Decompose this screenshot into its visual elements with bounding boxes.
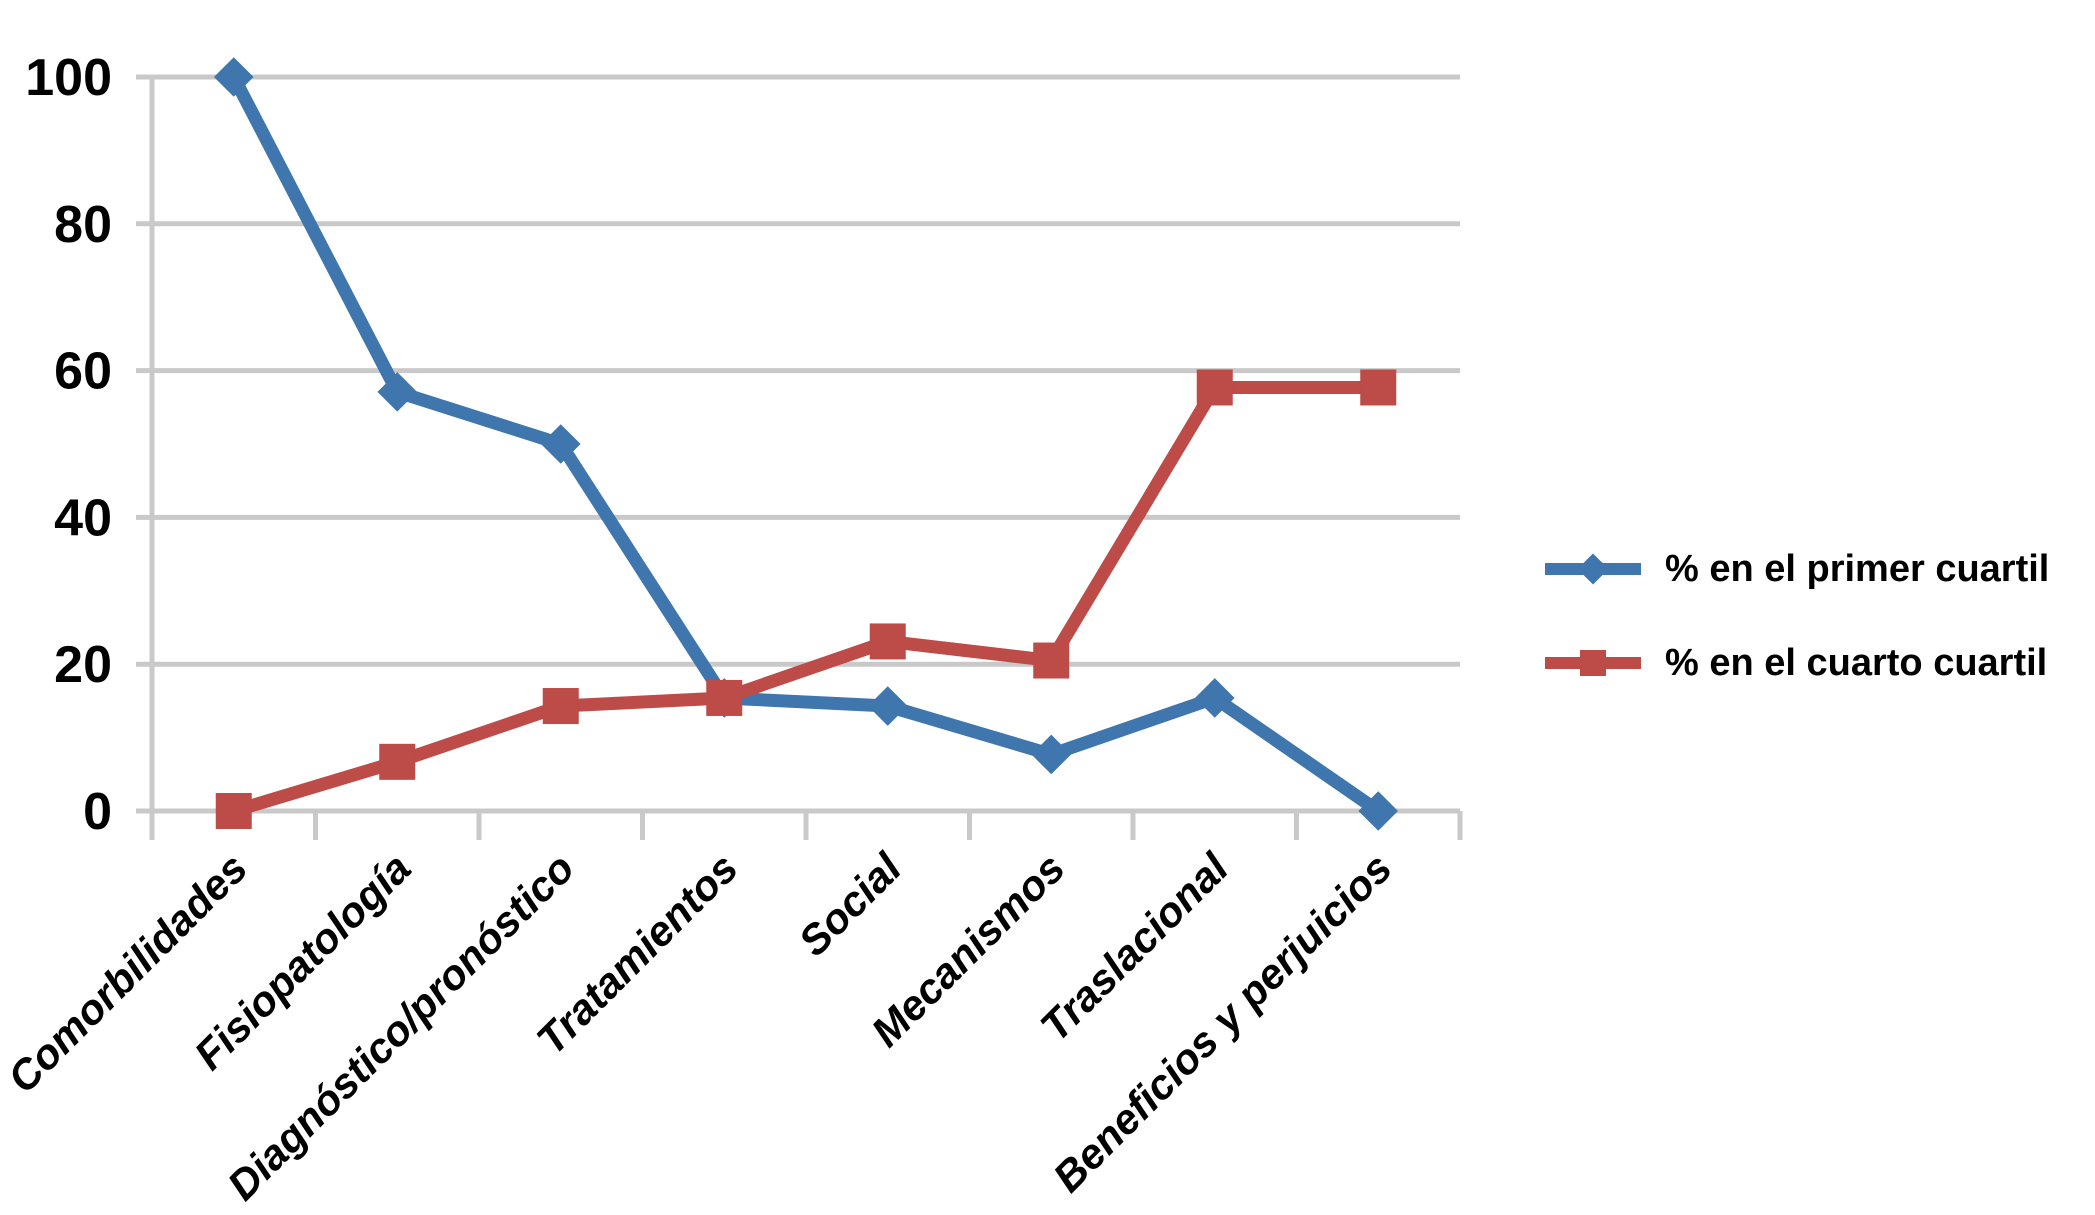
y-tick-label-100: 100 bbox=[25, 49, 112, 107]
marker-square-s1-c7 bbox=[1360, 369, 1397, 406]
legend-item-primer-cuartil: % en el primer cuartil bbox=[1545, 541, 2049, 597]
marker-square-s1-c1 bbox=[379, 743, 416, 780]
marker-diamond-s0-c6 bbox=[1194, 678, 1235, 718]
legend-marker-diamond bbox=[1577, 553, 1609, 585]
y-tick-label-40: 40 bbox=[54, 489, 112, 547]
marker-diamond-s0-c4 bbox=[867, 686, 908, 726]
x-axis-label-4: Social bbox=[789, 843, 911, 965]
marker-square-s1-c0 bbox=[215, 793, 252, 829]
legend-key-square-icon bbox=[1545, 650, 1641, 676]
marker-square-s1-c5 bbox=[1033, 642, 1070, 679]
series-line-1 bbox=[227, 380, 1385, 818]
marker-diamond-s0-c2 bbox=[540, 424, 581, 464]
x-axis-label-2: Diagnóstico/pronóstico bbox=[218, 844, 583, 1209]
y-tick-label-60: 60 bbox=[54, 343, 112, 401]
marker-square-s1-c6 bbox=[1196, 369, 1233, 406]
marker-square-s1-c2 bbox=[542, 688, 579, 725]
series-line-0 bbox=[227, 70, 1385, 818]
legend-marker-square bbox=[1580, 650, 1606, 676]
legend-item-cuarto-cuartil: % en el cuarto cuartil bbox=[1545, 635, 2049, 691]
legend-label-cuarto-cuartil: % en el cuarto cuartil bbox=[1665, 641, 2048, 684]
legend-key-diamond-icon bbox=[1545, 553, 1641, 585]
x-axis-label-7: Beneficios y perjuicios bbox=[1044, 844, 1401, 1201]
legend-label-primer-cuartil: % en el primer cuartil bbox=[1665, 547, 2050, 590]
marker-square-s1-c3 bbox=[706, 679, 743, 716]
marker-square-s1-c4 bbox=[869, 623, 906, 660]
y-tick-label-20: 20 bbox=[54, 636, 112, 694]
legend: % en el primer cuartil % en el cuarto cu… bbox=[1545, 541, 2049, 691]
y-tick-label-0: 0 bbox=[83, 783, 112, 841]
marker-diamond-s0-c0 bbox=[213, 57, 254, 97]
marker-diamond-s0-c1 bbox=[377, 372, 418, 412]
y-tick-label-80: 80 bbox=[54, 196, 112, 254]
marker-diamond-s0-c5 bbox=[1031, 734, 1072, 775]
marker-diamond-s0-c7 bbox=[1358, 791, 1399, 831]
